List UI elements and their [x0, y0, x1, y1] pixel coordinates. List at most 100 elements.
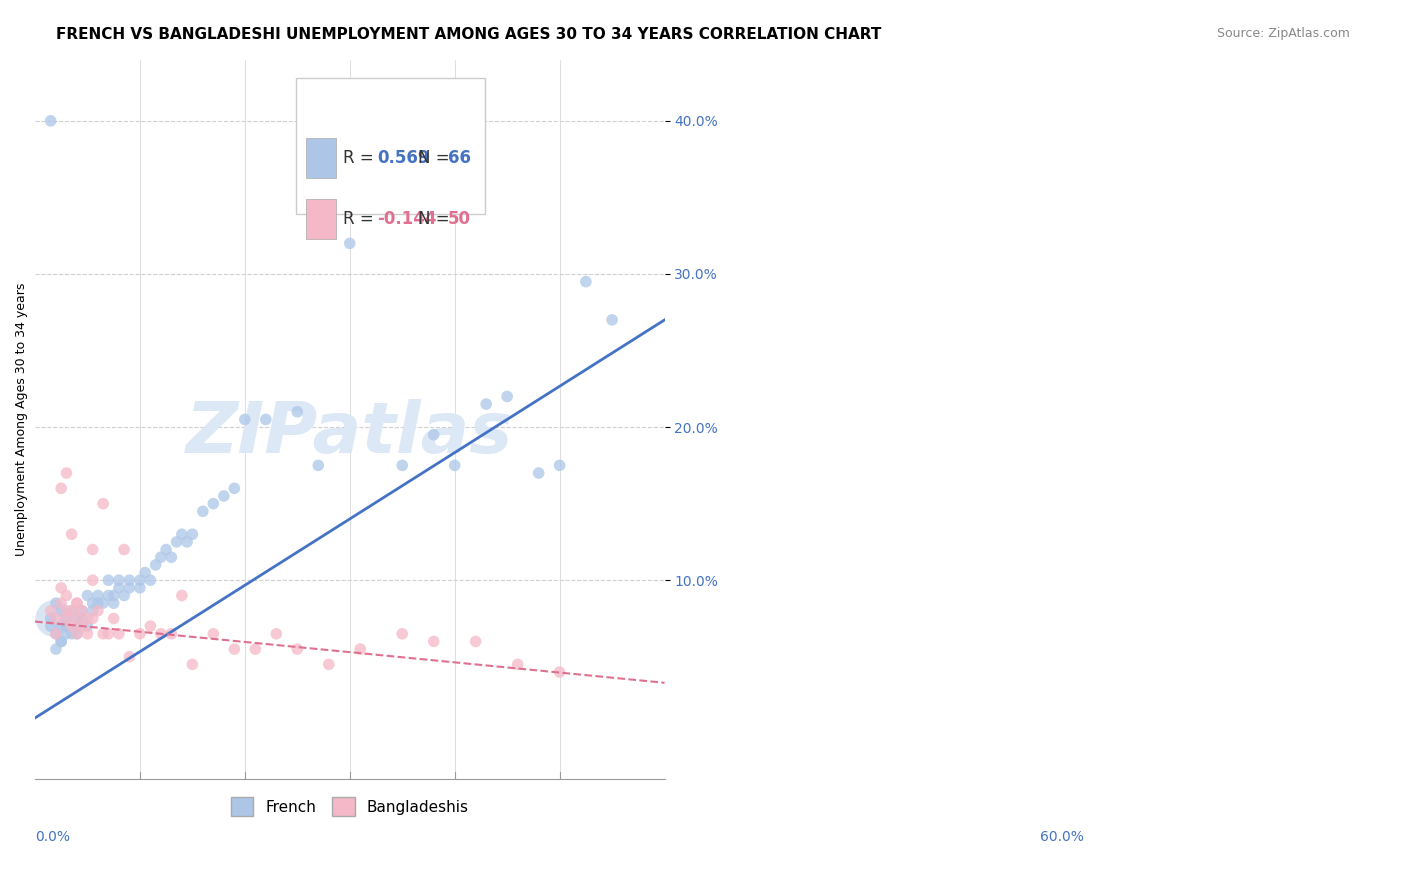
Point	[45, 627, 67, 641]
Point	[87, 596, 110, 610]
Point	[202, 627, 225, 641]
Point	[60, 604, 83, 618]
FancyBboxPatch shape	[305, 199, 336, 239]
Point	[97, 573, 120, 587]
Text: 50: 50	[449, 210, 471, 228]
Point	[166, 535, 188, 549]
Point	[548, 665, 571, 679]
Point	[66, 619, 89, 633]
Point	[103, 589, 125, 603]
Point	[318, 657, 340, 672]
Point	[128, 573, 150, 587]
Text: N =: N =	[418, 210, 454, 228]
Point	[82, 542, 104, 557]
FancyBboxPatch shape	[297, 78, 485, 214]
Point	[97, 589, 120, 603]
Point	[108, 581, 131, 595]
Point	[51, 634, 73, 648]
Point	[134, 566, 156, 580]
Point	[145, 558, 167, 572]
Point	[51, 634, 73, 648]
Point	[66, 611, 89, 625]
Point	[155, 542, 177, 557]
Point	[202, 497, 225, 511]
Text: ZIPatlas: ZIPatlas	[186, 400, 513, 468]
Point	[112, 542, 135, 557]
Point	[51, 604, 73, 618]
Point	[76, 619, 98, 633]
Point	[55, 619, 77, 633]
Text: N =: N =	[418, 149, 454, 167]
Point	[128, 581, 150, 595]
Point	[66, 611, 89, 625]
Point	[66, 596, 89, 610]
Point	[91, 497, 114, 511]
Point	[112, 589, 135, 603]
Legend: French, Bangladeshis: French, Bangladeshis	[225, 791, 475, 822]
Point	[82, 604, 104, 618]
Point	[233, 412, 256, 426]
Point	[45, 611, 67, 625]
Point	[254, 412, 277, 426]
Point	[506, 657, 529, 672]
Point	[51, 619, 73, 633]
Point	[55, 611, 77, 625]
Point	[87, 589, 110, 603]
Text: R =: R =	[343, 210, 380, 228]
Point	[45, 596, 67, 610]
Point	[391, 458, 413, 473]
Point	[266, 627, 288, 641]
Point	[51, 596, 73, 610]
Point	[118, 649, 141, 664]
Point	[170, 527, 193, 541]
Text: 0.0%: 0.0%	[35, 830, 70, 844]
Point	[139, 619, 162, 633]
Point	[82, 596, 104, 610]
Point	[66, 596, 89, 610]
Point	[45, 642, 67, 657]
Point	[87, 604, 110, 618]
Point	[475, 397, 498, 411]
Point	[128, 627, 150, 641]
Point	[76, 611, 98, 625]
Text: FRENCH VS BANGLADESHI UNEMPLOYMENT AMONG AGES 30 TO 34 YEARS CORRELATION CHART: FRENCH VS BANGLADESHI UNEMPLOYMENT AMONG…	[56, 27, 882, 42]
Point	[39, 113, 62, 128]
Point	[285, 642, 308, 657]
Point	[70, 611, 93, 625]
Text: R =: R =	[343, 149, 380, 167]
Point	[181, 657, 204, 672]
Point	[118, 573, 141, 587]
Point	[60, 604, 83, 618]
Point	[600, 313, 623, 327]
Point	[60, 527, 83, 541]
Point	[103, 596, 125, 610]
Point	[191, 504, 214, 518]
Point	[45, 627, 67, 641]
Text: 60.0%: 60.0%	[1040, 830, 1084, 844]
Point	[176, 535, 198, 549]
Point	[139, 573, 162, 587]
Point	[39, 611, 62, 625]
Point	[103, 611, 125, 625]
Point	[82, 573, 104, 587]
Point	[170, 589, 193, 603]
Point	[70, 604, 93, 618]
Point	[149, 550, 172, 565]
Point	[66, 627, 89, 641]
Point	[212, 489, 235, 503]
Point	[91, 596, 114, 610]
Point	[224, 642, 246, 657]
Point	[443, 458, 465, 473]
Point	[39, 619, 62, 633]
Point	[339, 236, 361, 251]
Point	[527, 466, 550, 480]
Text: Source: ZipAtlas.com: Source: ZipAtlas.com	[1216, 27, 1350, 40]
Point	[55, 627, 77, 641]
Point	[307, 458, 329, 473]
Point	[391, 627, 413, 641]
Point	[97, 627, 120, 641]
Text: -0.144: -0.144	[377, 210, 436, 228]
Point	[76, 627, 98, 641]
Point	[349, 642, 371, 657]
Point	[160, 627, 183, 641]
